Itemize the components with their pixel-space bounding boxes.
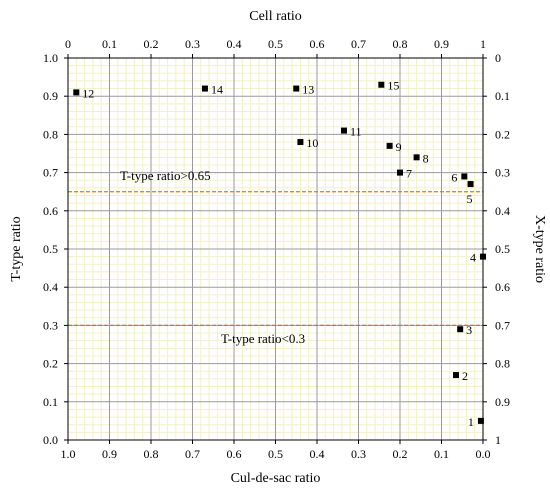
- bottom-tick-label: 0.5: [268, 447, 283, 461]
- data-point-5: [467, 181, 474, 188]
- right-tick-label: 0.9: [495, 395, 510, 409]
- data-point-label-5: 5: [467, 192, 473, 206]
- right-tick-label: 0.2: [495, 127, 510, 141]
- data-point-label-3: 3: [466, 323, 472, 337]
- data-point-label-12: 12: [82, 86, 94, 100]
- reference-lines: [68, 191, 483, 327]
- data-point-label-15: 15: [387, 79, 399, 93]
- bottom-tick-label: 0.3: [351, 447, 366, 461]
- data-point-4: [480, 253, 486, 260]
- data-point-label-7: 7: [406, 167, 412, 181]
- bottom-tick-label: 0.9: [102, 447, 117, 461]
- data-point-2: [453, 372, 460, 379]
- ref-line-label-lower: T-type ratio<0.3: [221, 331, 305, 346]
- left-tick-label: 1.0: [43, 51, 58, 65]
- data-point-label-2: 2: [462, 369, 468, 383]
- bottom-tick-label: 0.7: [185, 447, 200, 461]
- data-point-label-14: 14: [211, 83, 223, 97]
- data-point-14: [201, 85, 208, 92]
- top-tick-label: 0.2: [144, 37, 159, 51]
- left-tick-label: 0.9: [43, 89, 58, 103]
- right-tick-label: 0.6: [495, 280, 510, 294]
- right-tick-label: 0.7: [495, 318, 510, 332]
- bottom-axis-title: Cul-de-sac ratio: [231, 471, 321, 486]
- ref-line-label-upper: T-type ratio>0.65: [120, 168, 211, 183]
- data-point-10: [297, 139, 304, 146]
- data-point-7: [397, 169, 403, 176]
- left-tick-label: 0.4: [43, 280, 58, 294]
- left-tick-label: 0.6: [43, 204, 58, 218]
- right-tick-label: 0.5: [495, 242, 510, 256]
- data-point-label-6: 6: [451, 170, 457, 184]
- data-point-15: [378, 81, 385, 88]
- top-axis-title: Cell ratio: [249, 9, 302, 24]
- bottom-tick-label: 0.2: [393, 447, 408, 461]
- left-tick-label: 0.7: [43, 166, 58, 180]
- bottom-tick-label: 0.1: [434, 447, 449, 461]
- top-tick-label: 0.1: [102, 37, 117, 51]
- bottom-tick-label: 0.0: [476, 447, 491, 461]
- right-tick-label: 0: [495, 51, 501, 65]
- right-tick-label: 0.4: [495, 204, 510, 218]
- data-point-6: [461, 173, 468, 180]
- left-tick-label: 0.2: [43, 357, 58, 371]
- data-point-label-1: 1: [468, 415, 474, 429]
- left-tick-label: 0.5: [43, 242, 58, 256]
- top-tick-label: 0.4: [227, 37, 242, 51]
- right-axis-title: X-type ratio: [532, 215, 547, 283]
- top-tick-label: 0.8: [393, 37, 408, 51]
- bottom-tick-label: 0.6: [227, 447, 242, 461]
- data-point-label-11: 11: [350, 125, 362, 139]
- top-tick-label: 0.3: [185, 37, 200, 51]
- right-tick-label: 0.1: [495, 89, 510, 103]
- bottom-tick-label: 0.8: [144, 447, 159, 461]
- data-point-9: [386, 142, 393, 149]
- right-tick-label: 0.3: [495, 166, 510, 180]
- data-point-8: [413, 154, 420, 161]
- tick-labels: 0 0.1 0.2 0.3 0.4 0.5 0.6 0.7 0.8 0.9 1 1.0 0.9 0.8 0.…: [43, 37, 510, 461]
- bottom-tick-label: 1.0: [61, 447, 76, 461]
- axis-ticks: [64, 54, 487, 444]
- left-tick-label: 0.1: [43, 395, 58, 409]
- data-point-label-13: 13: [302, 83, 314, 97]
- top-tick-label: 0.7: [351, 37, 366, 51]
- top-tick-label: 0: [65, 37, 71, 51]
- top-tick-label: 1: [480, 37, 486, 51]
- data-point-11: [340, 127, 347, 134]
- bottom-tick-label: 0.4: [310, 447, 325, 461]
- left-tick-label: 0.8: [43, 127, 58, 141]
- data-point-13: [293, 85, 300, 92]
- top-tick-label: 0.6: [310, 37, 325, 51]
- data-point-3: [457, 326, 464, 333]
- data-point-label-10: 10: [306, 136, 318, 150]
- data-point-label-8: 8: [423, 151, 429, 165]
- left-tick-label: 0.0: [43, 433, 58, 447]
- data-point-12: [73, 89, 80, 96]
- data-point-label-4: 4: [470, 251, 476, 265]
- top-tick-label: 0.5: [268, 37, 283, 51]
- top-tick-label: 0.9: [434, 37, 449, 51]
- left-tick-label: 0.3: [43, 318, 58, 332]
- right-tick-label: 0.8: [495, 357, 510, 371]
- data-point-1: [477, 417, 484, 424]
- right-tick-label: 1: [495, 433, 501, 447]
- data-point-label-9: 9: [396, 140, 402, 154]
- left-axis-title: T-type ratio: [9, 216, 24, 281]
